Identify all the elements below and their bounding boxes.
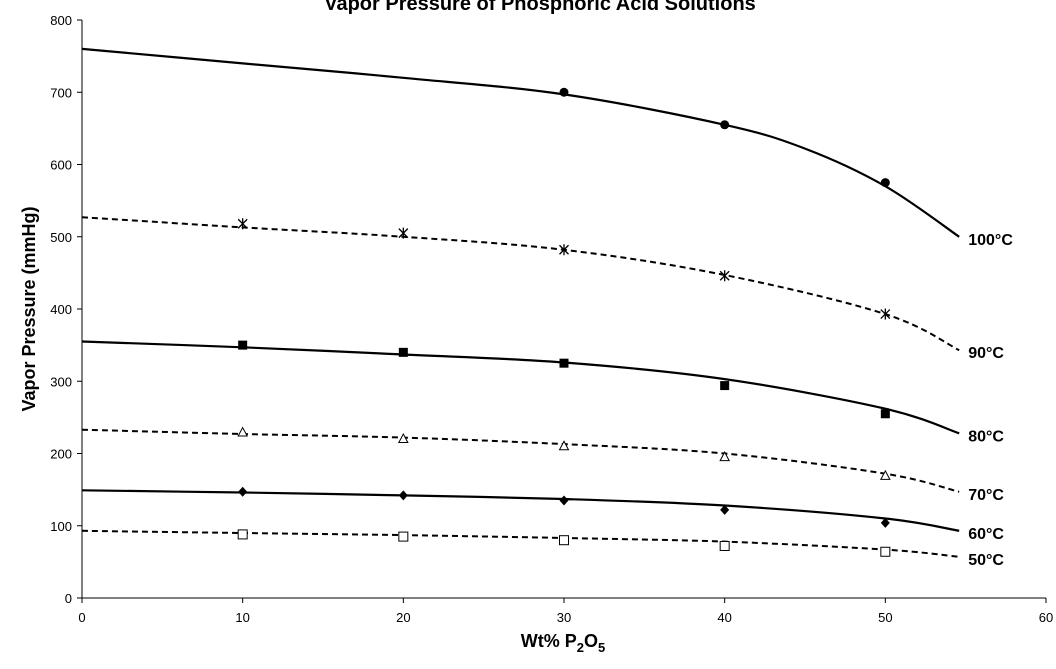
x-tick-label: 50 <box>878 610 892 625</box>
y-axis-title: Vapor Pressure (mmHg) <box>19 206 39 411</box>
x-tick-label: 60 <box>1039 610 1053 625</box>
square-marker <box>560 359 569 368</box>
x-axis-title-sub2: 5 <box>598 640 605 655</box>
series-curve <box>82 490 959 531</box>
series-curve <box>82 430 959 492</box>
series-label: 60°C <box>968 526 1004 543</box>
x-tick-label: 0 <box>78 610 85 625</box>
curves <box>82 49 959 557</box>
triangle-marker <box>881 471 890 480</box>
open-square-marker <box>399 532 408 541</box>
square-marker <box>238 341 247 350</box>
x-axis-title-main: Wt% P <box>521 631 577 651</box>
axes <box>82 20 1046 598</box>
chart-title: Vapor Pressure of Phosphoric Acid Soluti… <box>324 0 756 15</box>
square-marker <box>399 348 408 357</box>
series-curve <box>82 531 959 557</box>
markers <box>238 88 890 557</box>
y-tick-label: 600 <box>50 158 72 173</box>
y-tick-label: 400 <box>50 302 72 317</box>
x-tick-label: 20 <box>396 610 410 625</box>
asterisk-marker <box>399 228 408 239</box>
y-tick-label: 500 <box>50 230 72 245</box>
series-curve <box>82 49 959 237</box>
asterisk-marker <box>881 309 890 320</box>
series-label: 80°C <box>968 428 1004 445</box>
square-marker <box>881 409 890 418</box>
series-labels: 100°C 90°C 80°C 70°C 60°C 50°C <box>968 232 1013 569</box>
open-square-marker <box>560 536 569 545</box>
y-tick-label: 100 <box>50 519 72 534</box>
diamond-marker <box>399 490 408 500</box>
x-ticks: 0 10 20 30 40 50 60 <box>78 598 1053 625</box>
x-tick-label: 30 <box>557 610 571 625</box>
y-tick-label: 800 <box>50 13 72 28</box>
x-axis-title-sub1: 2 <box>577 640 584 655</box>
square-marker <box>720 381 729 390</box>
open-square-marker <box>238 530 247 539</box>
series-label: 50°C <box>968 552 1004 569</box>
open-square-marker <box>881 547 890 556</box>
series-label: 90°C <box>968 345 1004 362</box>
series-label: 100°C <box>968 232 1013 249</box>
circle-marker <box>881 178 890 187</box>
diamond-marker <box>560 495 569 505</box>
circle-marker <box>720 120 729 129</box>
y-tick-label: 300 <box>50 374 72 389</box>
y-ticks: 0 100 200 300 400 500 600 700 800 <box>50 13 82 606</box>
asterisk-marker <box>238 218 247 229</box>
y-tick-label: 700 <box>50 85 72 100</box>
x-tick-label: 40 <box>717 610 731 625</box>
circle-marker <box>560 88 569 97</box>
x-tick-label: 10 <box>235 610 249 625</box>
series-curve <box>82 342 959 434</box>
series-curve <box>82 217 959 350</box>
asterisk-marker <box>720 270 729 281</box>
y-tick-label: 200 <box>50 447 72 462</box>
series-label: 70°C <box>968 487 1004 504</box>
triangle-marker <box>238 428 247 437</box>
triangle-marker <box>560 441 569 450</box>
diamond-marker <box>238 487 247 497</box>
y-tick-label: 0 <box>65 591 72 606</box>
x-axis-title-mid: O <box>584 631 598 651</box>
x-axis-title: Wt% P2O5 <box>521 631 605 655</box>
open-square-marker <box>720 541 729 550</box>
